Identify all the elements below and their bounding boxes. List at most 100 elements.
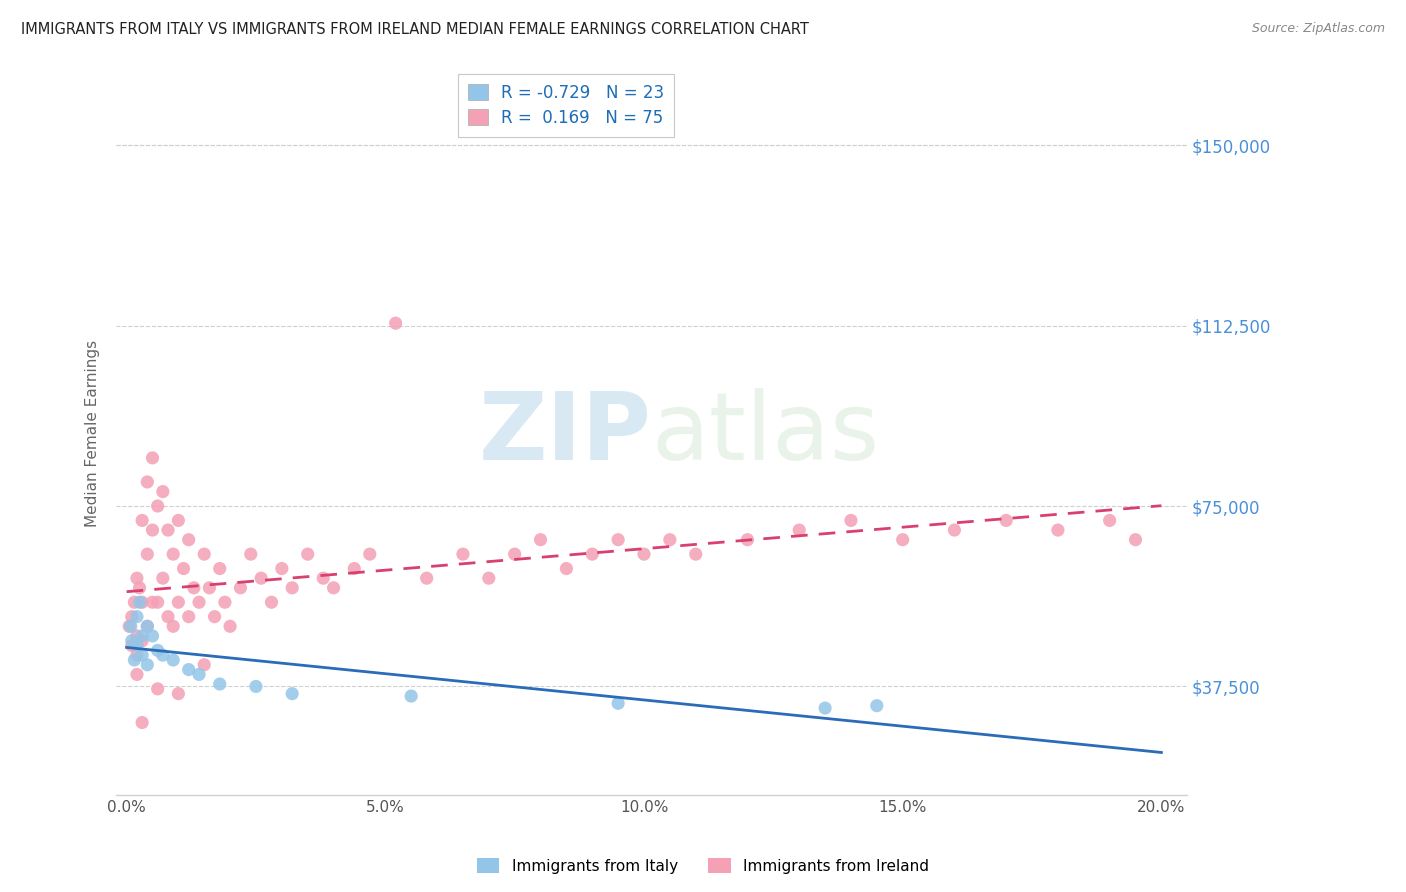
Point (125, 609, 148, 624)
Point (229, 581, 252, 595)
Point (260, 595, 283, 609)
Point (167, 513, 190, 527)
Point (193, 657, 215, 672)
Point (167, 687, 190, 701)
Point (239, 547, 262, 561)
Point (322, 581, 344, 595)
Point (384, 316, 406, 330)
Point (943, 523, 966, 537)
Point (156, 609, 179, 624)
Point (399, 689, 422, 703)
Point (121, 633, 143, 648)
Point (658, 533, 681, 547)
Point (173, 561, 195, 575)
Point (141, 595, 163, 609)
Point (156, 523, 179, 537)
Point (152, 484, 174, 499)
Text: IMMIGRANTS FROM ITALY VS IMMIGRANTS FROM IRELAND MEDIAN FEMALE EARNINGS CORRELAT: IMMIGRANTS FROM ITALY VS IMMIGRANTS FROM… (21, 22, 808, 37)
Point (250, 571, 273, 585)
Point (125, 639, 148, 653)
Point (146, 681, 169, 696)
Point (125, 648, 148, 662)
Point (503, 547, 526, 561)
Point (131, 715, 153, 730)
Point (118, 619, 141, 633)
Point (141, 523, 163, 537)
Point (1098, 513, 1121, 527)
Point (125, 629, 148, 643)
Point (415, 571, 437, 585)
Point (136, 547, 159, 561)
Legend: Immigrants from Italy, Immigrants from Ireland: Immigrants from Italy, Immigrants from I… (471, 852, 935, 880)
Point (136, 475, 159, 489)
Point (131, 513, 153, 527)
Point (121, 639, 143, 653)
Text: ZIP: ZIP (479, 388, 652, 480)
Point (451, 547, 474, 561)
Point (198, 581, 221, 595)
Point (152, 648, 174, 662)
Point (167, 595, 190, 609)
Point (270, 561, 292, 575)
Point (995, 513, 1018, 527)
Point (607, 533, 630, 547)
Point (866, 698, 889, 713)
Point (814, 701, 837, 715)
Point (297, 547, 319, 561)
Point (146, 499, 169, 513)
Point (125, 667, 148, 681)
Point (146, 643, 169, 657)
Point (131, 648, 153, 662)
Point (177, 533, 200, 547)
Point (219, 619, 242, 633)
Point (214, 595, 236, 609)
Point (124, 653, 146, 667)
Point (359, 547, 381, 561)
Point (128, 595, 150, 609)
Point (478, 571, 501, 585)
Point (555, 561, 578, 575)
Point (312, 571, 335, 585)
Point (607, 696, 630, 710)
Point (128, 581, 150, 595)
Point (737, 533, 759, 547)
Point (121, 609, 143, 624)
Point (124, 595, 146, 609)
Point (125, 571, 148, 585)
Point (162, 547, 184, 561)
Point (131, 629, 153, 643)
Y-axis label: Median Female Earnings: Median Female Earnings (86, 340, 100, 527)
Point (188, 667, 211, 681)
Point (208, 677, 231, 691)
Point (787, 523, 810, 537)
Point (633, 547, 655, 561)
Point (281, 687, 304, 701)
Point (204, 609, 226, 624)
Point (136, 619, 159, 633)
Point (162, 619, 184, 633)
Point (177, 609, 200, 624)
Point (120, 619, 142, 633)
Text: atlas: atlas (652, 388, 880, 480)
Point (1046, 523, 1069, 537)
Point (529, 533, 551, 547)
Point (245, 680, 267, 694)
Point (136, 619, 159, 633)
Point (685, 547, 707, 561)
Point (152, 571, 174, 585)
Point (131, 595, 153, 609)
Point (581, 547, 603, 561)
Point (839, 513, 862, 527)
Point (131, 633, 153, 648)
Point (177, 663, 200, 677)
Point (891, 533, 914, 547)
Point (162, 653, 184, 667)
Point (281, 581, 304, 595)
Point (188, 595, 211, 609)
Point (1125, 533, 1147, 547)
Point (146, 595, 169, 609)
Text: Source: ZipAtlas.com: Source: ZipAtlas.com (1251, 22, 1385, 36)
Legend: R = -0.729   N = 23, R =  0.169   N = 75: R = -0.729 N = 23, R = 0.169 N = 75 (458, 74, 675, 136)
Point (183, 581, 205, 595)
Point (141, 450, 163, 465)
